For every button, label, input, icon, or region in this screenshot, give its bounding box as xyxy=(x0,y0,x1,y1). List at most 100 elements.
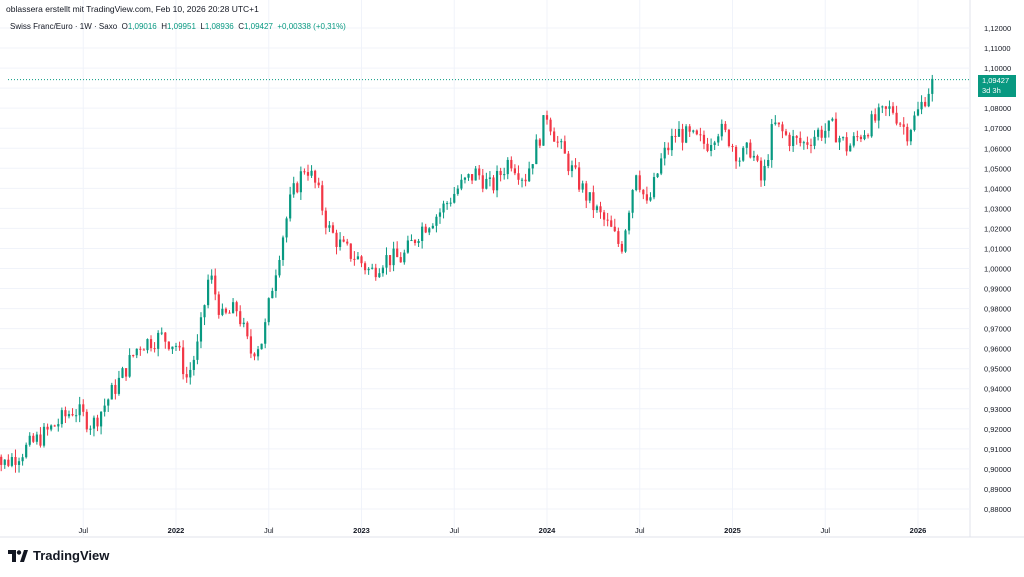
candle xyxy=(652,172,656,200)
high-label: H xyxy=(161,22,167,31)
candle-body xyxy=(249,336,253,354)
candle-body xyxy=(99,411,103,427)
candle xyxy=(535,134,538,165)
candle xyxy=(71,408,74,417)
candle-body xyxy=(406,240,409,253)
candle-body xyxy=(385,255,388,268)
candle xyxy=(135,348,138,359)
candle-body xyxy=(720,123,723,137)
candle-body xyxy=(631,190,634,213)
candle-body xyxy=(367,268,370,271)
candle xyxy=(881,105,884,114)
candle-body xyxy=(763,165,766,181)
y-tick-label: 1,07000 xyxy=(984,124,1011,133)
candle xyxy=(346,238,349,246)
low-label: L xyxy=(200,22,205,31)
candle xyxy=(713,140,716,150)
candle xyxy=(167,341,170,351)
y-tick-label: 0,94000 xyxy=(984,385,1011,394)
candle-body xyxy=(381,267,385,274)
candle xyxy=(428,227,431,236)
candle-body xyxy=(453,193,456,203)
symbol-legend: Swiss Franc/Euro · 1W · Saxo O1,09016 H1… xyxy=(10,22,346,31)
candle xyxy=(210,269,213,284)
candle-body xyxy=(28,435,31,445)
candle-body xyxy=(378,273,381,278)
candle-body xyxy=(82,404,85,412)
candle-body xyxy=(189,369,192,378)
candle-body xyxy=(178,345,181,348)
candle-body xyxy=(877,107,880,121)
candle-body xyxy=(164,332,167,342)
candle-body xyxy=(545,115,549,120)
candle xyxy=(231,298,235,314)
candle-body xyxy=(495,170,499,191)
candle-body xyxy=(299,171,302,193)
candle-body xyxy=(838,138,841,143)
candle xyxy=(64,406,67,423)
candle xyxy=(46,423,49,436)
candles xyxy=(0,74,934,473)
candle xyxy=(931,74,934,102)
candle xyxy=(510,156,513,172)
candle xyxy=(806,136,809,150)
candle-body xyxy=(431,225,434,229)
candle xyxy=(117,370,121,396)
candle-body xyxy=(470,174,474,181)
candle-body xyxy=(456,188,459,194)
candle xyxy=(706,137,709,153)
x-tick-label: Jul xyxy=(635,526,645,535)
candle-body xyxy=(139,348,142,350)
candle xyxy=(677,121,681,137)
candle-body xyxy=(171,346,174,350)
candle xyxy=(438,208,442,224)
candle-body xyxy=(834,118,838,143)
candle xyxy=(371,263,374,270)
candle xyxy=(424,223,427,234)
x-tick-label: 2025 xyxy=(724,526,741,535)
price-axis[interactable]: 1,120001,110001,100001,090001,080001,070… xyxy=(984,24,1011,514)
candle xyxy=(595,204,599,213)
candle-body xyxy=(695,130,698,135)
tradingview-logo[interactable]: TradingView xyxy=(8,548,109,563)
candle-body xyxy=(513,168,516,174)
candle xyxy=(42,423,46,448)
candle-body xyxy=(624,230,627,252)
candle xyxy=(399,252,402,263)
candle xyxy=(563,135,566,154)
candle xyxy=(781,121,784,139)
candle xyxy=(0,454,3,472)
candle-body xyxy=(271,290,274,299)
candle xyxy=(57,418,60,432)
candle-body xyxy=(474,168,477,181)
candle xyxy=(524,173,527,187)
candle xyxy=(392,241,395,272)
candle xyxy=(902,117,905,135)
x-tick-label: Jul xyxy=(78,526,88,535)
candle-body xyxy=(652,177,656,198)
candle xyxy=(685,124,688,144)
candle-body xyxy=(57,424,60,427)
candle xyxy=(217,291,220,319)
candle xyxy=(856,130,859,142)
candle xyxy=(431,223,434,230)
candle xyxy=(663,142,666,166)
candle xyxy=(602,209,606,227)
candle-body xyxy=(663,147,666,159)
candle-body xyxy=(403,252,406,263)
candle-body xyxy=(752,155,756,158)
candle xyxy=(556,135,559,148)
candle xyxy=(196,334,199,365)
candle xyxy=(624,229,627,253)
candle xyxy=(164,331,167,349)
candle-body xyxy=(667,147,670,151)
time-axis[interactable]: Jul 2022 Jul 2023 Jul 2024 Jul 2025 Jul 2026 xyxy=(78,526,926,535)
candle-body xyxy=(485,178,488,189)
x-tick-label: 2023 xyxy=(353,526,370,535)
candle-body xyxy=(538,139,541,146)
candle xyxy=(777,122,780,128)
candle xyxy=(353,251,356,266)
candle xyxy=(406,235,409,254)
y-tick-label: 0,95000 xyxy=(984,365,1011,374)
